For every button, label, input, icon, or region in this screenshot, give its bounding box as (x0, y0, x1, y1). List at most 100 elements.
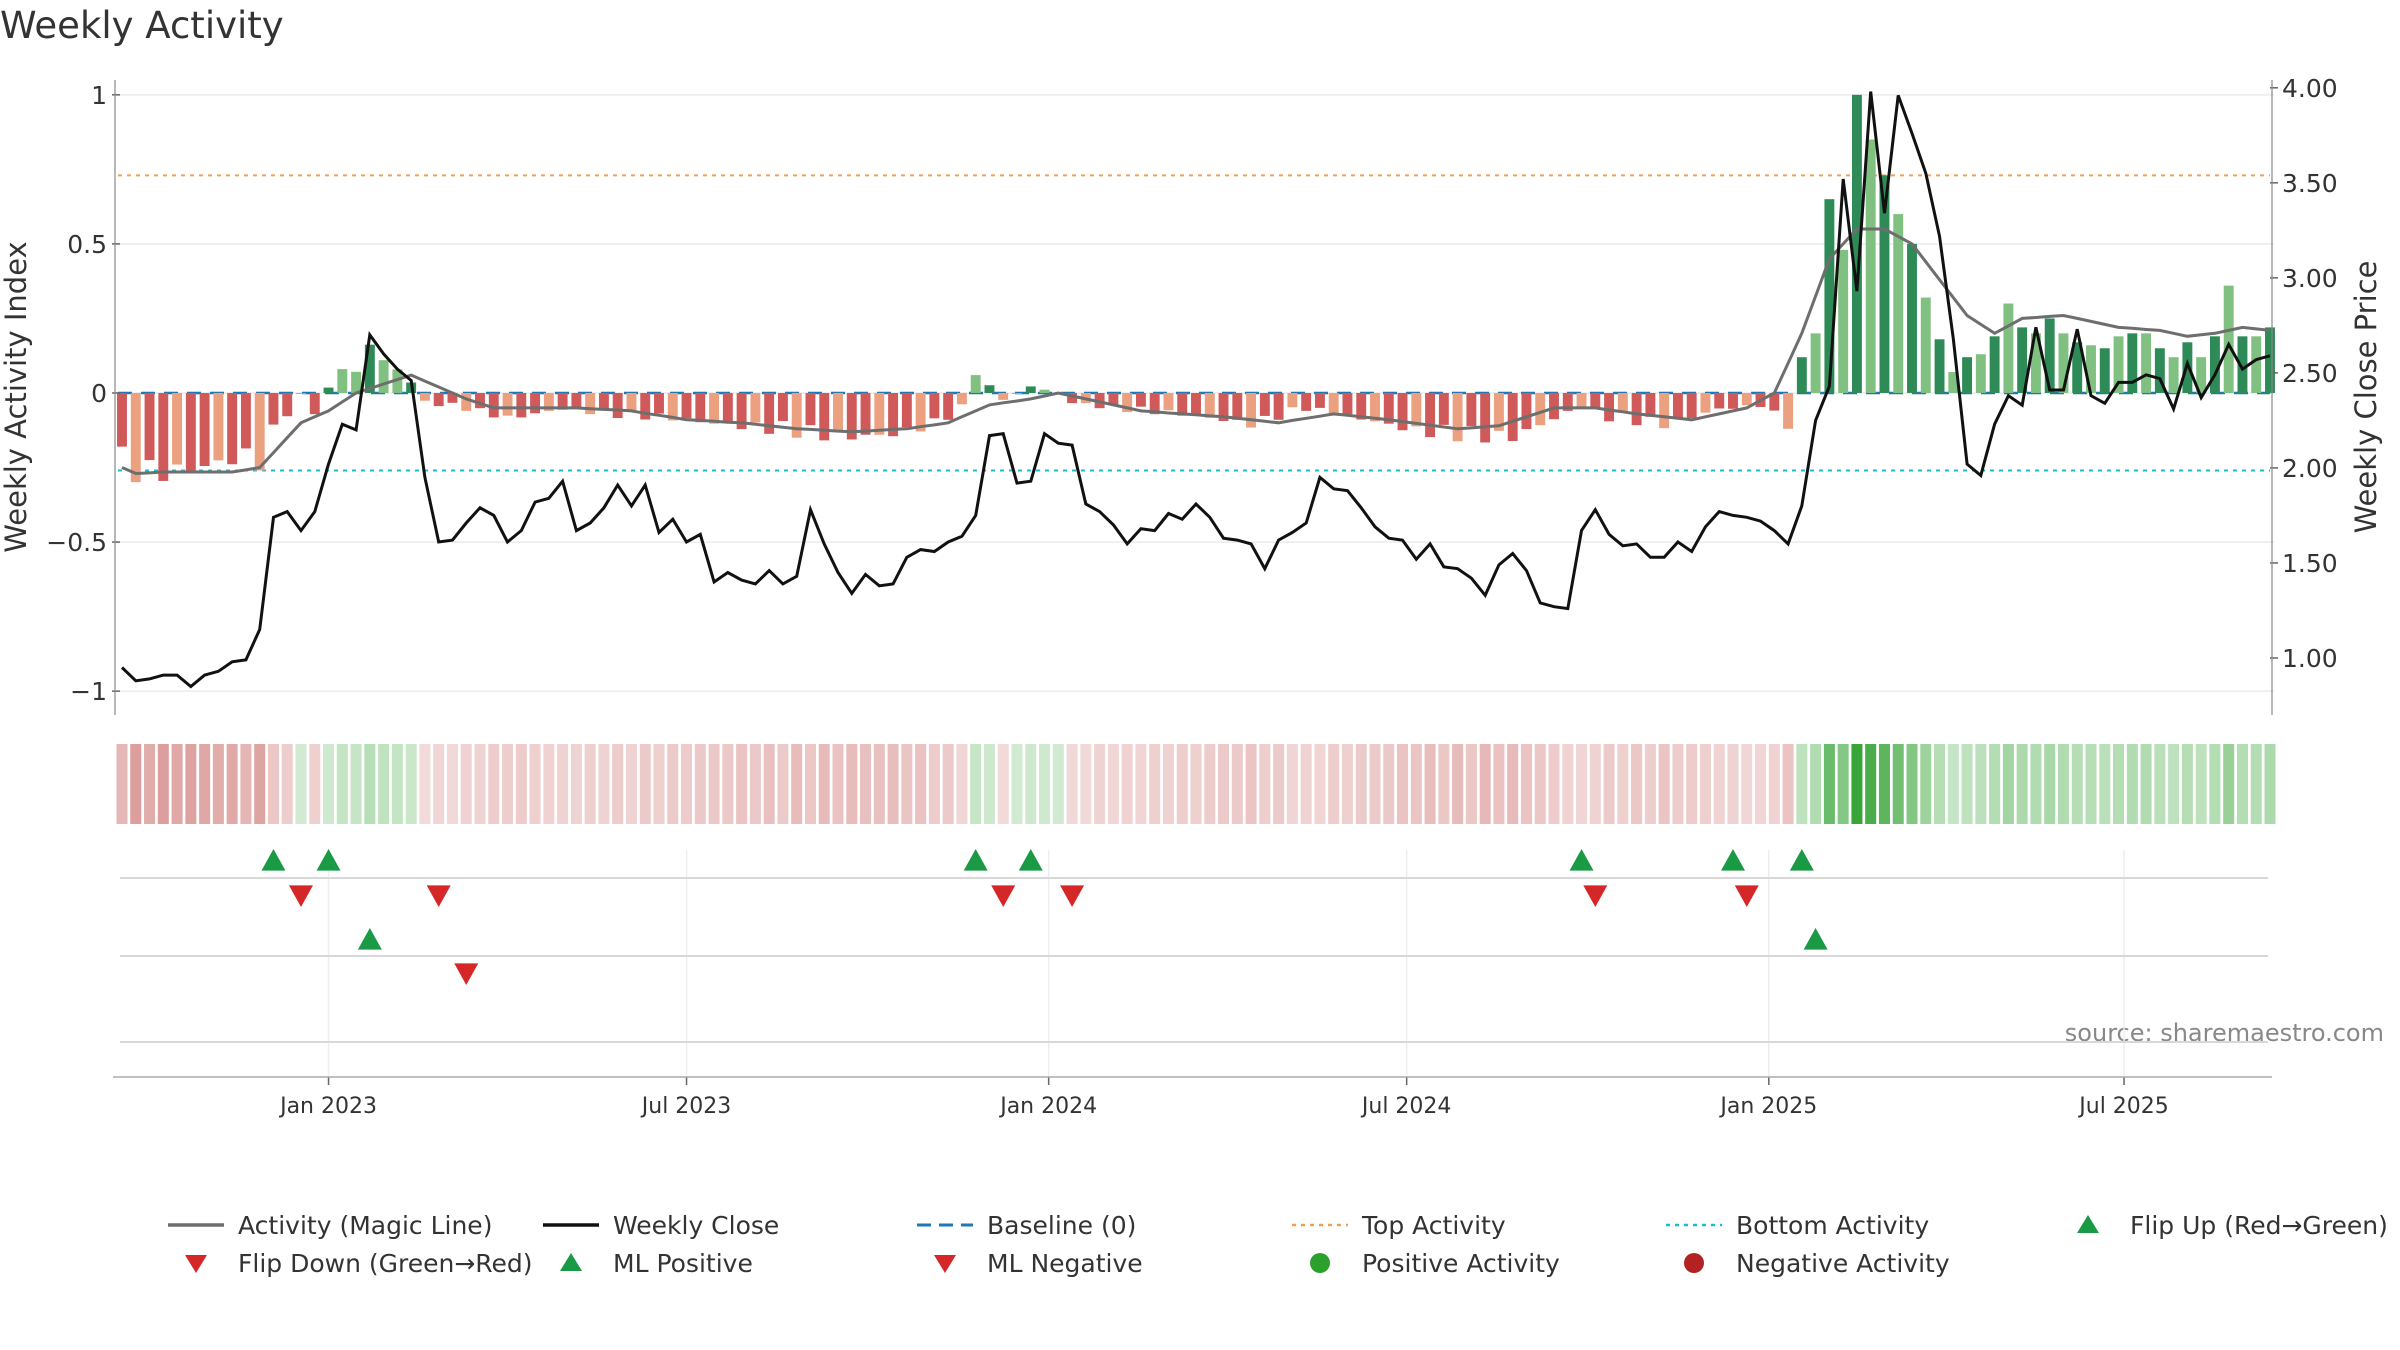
heat-cell (1865, 744, 1877, 824)
activity-bar (1769, 392, 1780, 411)
activity-bar (1273, 392, 1284, 420)
activity-bar (1287, 392, 1298, 408)
heat-cell (1383, 744, 1395, 824)
heat-cell (2140, 744, 2152, 824)
heat-cell (1851, 744, 1863, 824)
activity-bar (2086, 345, 2096, 393)
legend-swatch-up-triangle (560, 1253, 582, 1271)
activity-bar (1301, 392, 1312, 411)
y-axis-label: Weekly Activity Index (0, 241, 33, 552)
heat-cell (240, 744, 252, 824)
heat-cell (2002, 744, 2014, 824)
legend-label: ML Positive (613, 1249, 753, 1278)
flip-down-marker (991, 885, 1016, 907)
heat-cell (1121, 744, 1133, 824)
activity-bar (2072, 342, 2083, 393)
activity-bar (1507, 392, 1518, 441)
heat-cell (1603, 744, 1615, 824)
activity-bar (282, 392, 293, 417)
activity-bar (860, 392, 871, 435)
activity-bar (296, 392, 306, 394)
heat-cell (1135, 744, 1147, 824)
axes: 1 0.5 0 −0.5 −1 1.00 1.50 2.00 2.50 3.00 3.50 4.00 J… (46, 74, 2337, 1119)
activity-bar (1438, 392, 1449, 425)
heat-cell (1204, 744, 1216, 824)
activity-bar (777, 392, 788, 422)
heat-cell (1755, 744, 1767, 824)
y-tick-label: 0.5 (67, 230, 107, 259)
flip-up-marker (1018, 849, 1043, 871)
heat-cell (584, 744, 596, 824)
activity-bar (227, 392, 238, 465)
activity-bar (667, 392, 678, 421)
heat-cell (1479, 744, 1491, 824)
activity-bar (750, 392, 761, 423)
heat-cell (1149, 744, 1161, 824)
activity-bar (1879, 175, 1890, 393)
heat-cell (1355, 744, 1367, 824)
heat-cell (460, 744, 472, 824)
heat-cell (157, 744, 169, 824)
heat-cell (1025, 744, 1037, 824)
heat-cell (1259, 744, 1271, 824)
heat-cell (1438, 744, 1450, 824)
heat-cell (433, 744, 445, 824)
heat-cell (1231, 744, 1243, 824)
activity-bar (1851, 94, 1862, 393)
heat-cell (185, 744, 197, 824)
ml-negative-marker (454, 963, 479, 985)
heat-cell (777, 744, 789, 824)
heat-cell (2057, 744, 2069, 824)
activity-bar (2003, 303, 2014, 393)
activity-bar (888, 392, 899, 437)
activity-bar (130, 392, 141, 483)
x-tick-label: Jul 2023 (640, 1094, 732, 1119)
heat-cell (1672, 744, 1684, 824)
activity-bar (805, 392, 816, 426)
heat-cell (1947, 744, 1959, 824)
activity-bar (2113, 336, 2124, 393)
activity-bar (2017, 327, 2028, 393)
activity-bar (502, 392, 513, 416)
heat-cell (1080, 744, 1092, 824)
heat-cell (2195, 744, 2207, 824)
heat-cell (2030, 744, 2042, 824)
activity-bar (557, 392, 568, 410)
activity-bar (984, 385, 995, 393)
activity-bar (1700, 392, 1711, 413)
heat-cell (254, 744, 266, 824)
activity-bar (1039, 389, 1050, 393)
heat-cell (446, 744, 458, 824)
legend-label: ML Negative (987, 1249, 1143, 1278)
heat-cell (2264, 744, 2276, 824)
activity-bar (1989, 336, 2000, 393)
y-tick-label: 1 (91, 81, 107, 110)
ml-positive-marker (357, 928, 382, 950)
activity-bar (2265, 327, 2275, 393)
activity-bar (364, 344, 375, 393)
activity-bar (1975, 354, 1986, 393)
heat-cell (281, 744, 293, 824)
activity-bar (1383, 392, 1394, 424)
activity-bar (612, 392, 623, 419)
activity-bar (1920, 297, 1931, 393)
heat-cell (1176, 744, 1188, 824)
heat-cell (1410, 744, 1422, 824)
heat-cell (557, 744, 569, 824)
heat-cell (212, 744, 224, 824)
activity-bar (1549, 392, 1559, 420)
heat-cell (901, 744, 913, 824)
activity-bar (1218, 392, 1229, 422)
heat-cell (199, 744, 211, 824)
activity-bar (516, 392, 527, 418)
heat-cell (1906, 744, 1918, 824)
heat-cell (171, 744, 183, 824)
heat-cell (1975, 744, 1987, 824)
activity-bar (433, 392, 444, 407)
heat-cell (2126, 744, 2138, 824)
activity-bar (475, 392, 485, 409)
activity-bar (1741, 392, 1752, 406)
heat-cell (1810, 744, 1822, 824)
activity-bar (1907, 243, 1917, 393)
activity-bar (722, 392, 733, 423)
